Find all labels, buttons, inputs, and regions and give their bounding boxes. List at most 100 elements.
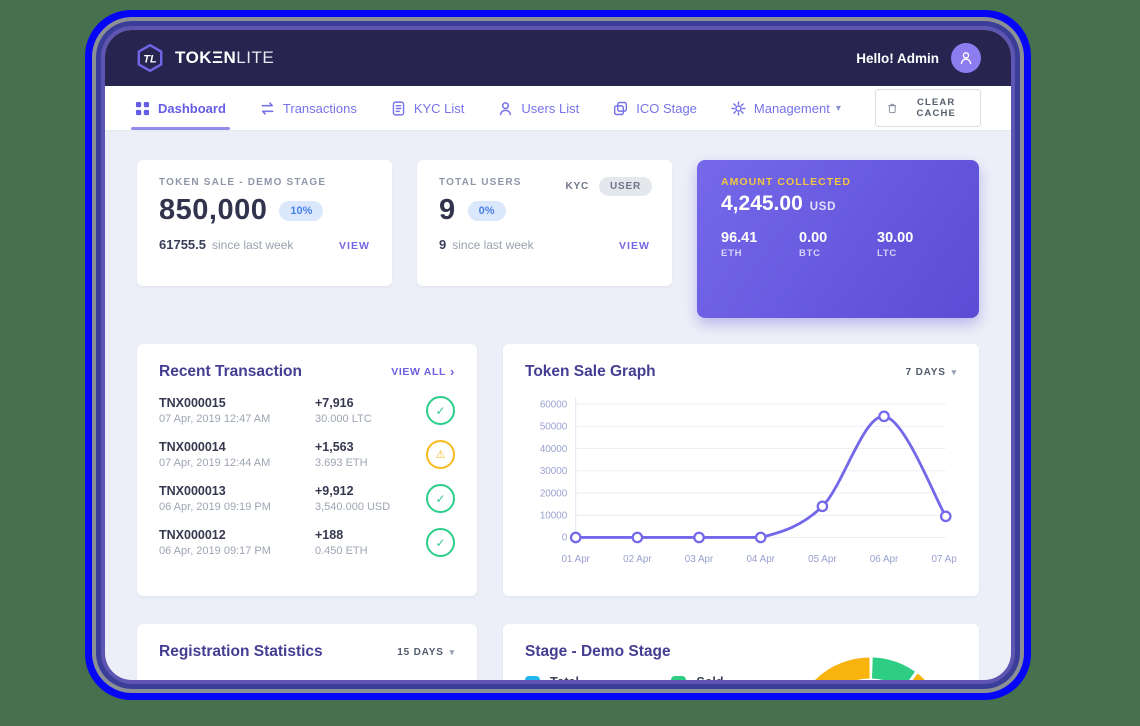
legend-sold: Sold 77,721 * [671, 675, 741, 680]
graph-period-select[interactable]: 7 DAYS ▾ [906, 367, 957, 378]
stage-demo-title: Stage - Demo Stage [525, 643, 671, 660]
total-users-view-link[interactable]: VIEW [618, 240, 650, 252]
svg-text:01 Apr: 01 Apr [561, 554, 590, 565]
frame-ring-purple: TL TOKΞNLITE Hello! Admin [101, 26, 1015, 684]
registration-statistics-card: Registration Statistics 15 DAYS ▾ 10 8 [137, 624, 477, 680]
nav-item-management[interactable]: Management ▾ [731, 86, 841, 130]
nav-item-dashboard[interactable]: Dashboard [131, 86, 230, 130]
ltc-label: LTC [877, 248, 898, 259]
tokenlite-logo-icon: TL [137, 44, 163, 72]
brand-text: TOKΞNLITE [175, 48, 274, 68]
svg-text:20000: 20000 [540, 488, 568, 499]
tx-status-icon: ✓ [426, 396, 455, 425]
svg-text:50000: 50000 [540, 422, 568, 433]
tx-status-icon: ✓ [426, 484, 455, 513]
tx-id: TNX000012 [159, 528, 226, 542]
tx-sub-amount: 30.000 LTC [315, 413, 372, 425]
stage-demo-card: Stage - Demo Stage Total 850,000 [503, 624, 979, 680]
user-toggle[interactable]: USER [599, 177, 652, 196]
total-users-percent-badge: 0% [467, 200, 506, 221]
token-sale-title: TOKEN SALE - DEMO STAGE [159, 177, 327, 188]
swap-arrows-icon [261, 101, 274, 115]
middle-row: Recent Transaction VIEW ALL › TNX000015 … [137, 344, 979, 596]
tx-sub-amount: 3,540.000 USD [315, 501, 391, 513]
amount-btc: 0.00 BTC [799, 230, 877, 259]
amount-collected-card: AMOUNT COLLECTED 4,245.00 USD 96.41 ETH [697, 160, 979, 318]
tx-status-icon: ⚠ [426, 440, 455, 469]
frame-ring-indigo: TL TOKΞNLITE Hello! Admin [96, 21, 1020, 689]
tx-status-icon: ✓ [426, 528, 455, 557]
chevron-down-icon: ▾ [835, 102, 841, 114]
tx-date: 06 Apr, 2019 09:17 PM [159, 545, 271, 557]
svg-text:10000: 10000 [540, 511, 568, 522]
clear-cache-button[interactable]: CLEAR CACHE [874, 89, 981, 127]
token-sale-view-link[interactable]: VIEW [338, 240, 370, 252]
brand-light: LITE [236, 48, 275, 67]
nav-item-kyc-list[interactable]: KYC List [391, 86, 464, 130]
svg-text:02 Apr: 02 Apr [623, 554, 652, 565]
chevron-down-icon: ▾ [951, 366, 957, 377]
nav-label: ICO Stage [636, 100, 697, 116]
nav-label: Dashboard [158, 100, 226, 116]
svg-text:40000: 40000 [540, 444, 568, 455]
eth-value: 96.41 [721, 230, 758, 246]
tx-amount: +7,916 [315, 396, 354, 410]
main-nav: Dashboard Transactions KYC List [105, 86, 1011, 130]
tx-id: TNX000013 [159, 484, 226, 498]
tx-sub-amount: 0.450 ETH [315, 545, 368, 557]
user-menu[interactable]: Hello! Admin [856, 43, 981, 73]
total-label: Total [550, 675, 593, 680]
kyc-toggle[interactable]: KYC [565, 181, 590, 192]
brand-bold: TOKΞN [175, 48, 237, 67]
amount-collected-title: AMOUNT COLLECTED [721, 176, 851, 188]
chevron-right-icon: › [450, 364, 455, 379]
avatar[interactable] [951, 43, 981, 73]
tx-date: 07 Apr, 2019 12:47 AM [159, 413, 271, 425]
amount-ltc: 30.00 LTC [877, 230, 955, 259]
brand[interactable]: TL TOKΞNLITE [135, 43, 274, 73]
browser-window-frame: TL TOKΞNLITE Hello! Admin [85, 10, 1031, 700]
recent-transactions-title: Recent Transaction [159, 363, 302, 380]
amount-breakdown: 96.41 ETH 0.00 BTC 30.00 LTC [721, 230, 955, 259]
transaction-row: TNX000014 07 Apr, 2019 12:44 AM +1,563 3… [159, 440, 455, 469]
total-users-delta-caption: since last week [452, 238, 534, 252]
total-swatch [525, 676, 540, 680]
nav-label: Users List [521, 100, 580, 116]
registration-period-select[interactable]: 15 DAYS ▾ [397, 647, 455, 658]
stats-row: TOKEN SALE - DEMO STAGE 850,000 10% 6175… [137, 160, 979, 318]
token-sale-delta-caption: since last week [212, 238, 294, 252]
cubes-icon [614, 101, 628, 115]
transaction-row: TNX000013 06 Apr, 2019 09:19 PM +9,912 3… [159, 484, 455, 513]
token-sale-card: TOKEN SALE - DEMO STAGE 850,000 10% 6175… [137, 160, 392, 286]
nav-item-transactions[interactable]: Transactions [260, 86, 357, 130]
total-users-title: TOTAL USERS [439, 177, 522, 188]
eth-label: ETH [721, 248, 743, 259]
recent-transactions-card: Recent Transaction VIEW ALL › TNX000015 … [137, 344, 477, 596]
svg-text:06 Apr: 06 Apr [870, 554, 899, 565]
list-document-icon [392, 100, 405, 116]
nav-item-ico-stage[interactable]: ICO Stage [613, 86, 697, 130]
svg-text:0: 0 [562, 533, 568, 544]
dashboard-app: TL TOKΞNLITE Hello! Admin [105, 30, 1011, 680]
topbar: TL TOKΞNLITE Hello! Admin [105, 30, 1011, 86]
bottom-row: Registration Statistics 15 DAYS ▾ 10 8 [137, 624, 979, 680]
total-users-delta: 9 [439, 237, 447, 252]
tx-id: TNX000015 [159, 396, 226, 410]
amount-collected-currency: USD [809, 201, 837, 213]
transaction-row: TNX000012 06 Apr, 2019 09:17 PM +188 0.4… [159, 528, 455, 557]
greeting-text: Hello! Admin [856, 50, 939, 66]
sold-label: Sold [696, 675, 741, 680]
btc-value: 0.00 [799, 230, 828, 246]
view-all-link[interactable]: VIEW ALL › [391, 364, 455, 379]
total-users-card: TOTAL USERS KYC USER 9 0% 9 since last w… [417, 160, 672, 286]
user-icon [500, 101, 512, 115]
chevron-down-icon: ▾ [449, 646, 455, 657]
amount-collected-value: 4,245.00 [721, 192, 803, 215]
amount-eth: 96.41 ETH [721, 230, 799, 259]
nav-item-users-list[interactable]: Users List [498, 86, 579, 130]
svg-text:60000: 60000 [540, 399, 568, 410]
svg-text:30000: 30000 [540, 466, 568, 477]
tx-date: 06 Apr, 2019 09:19 PM [159, 501, 271, 513]
clear-cache-label: CLEAR CACHE [916, 97, 956, 119]
